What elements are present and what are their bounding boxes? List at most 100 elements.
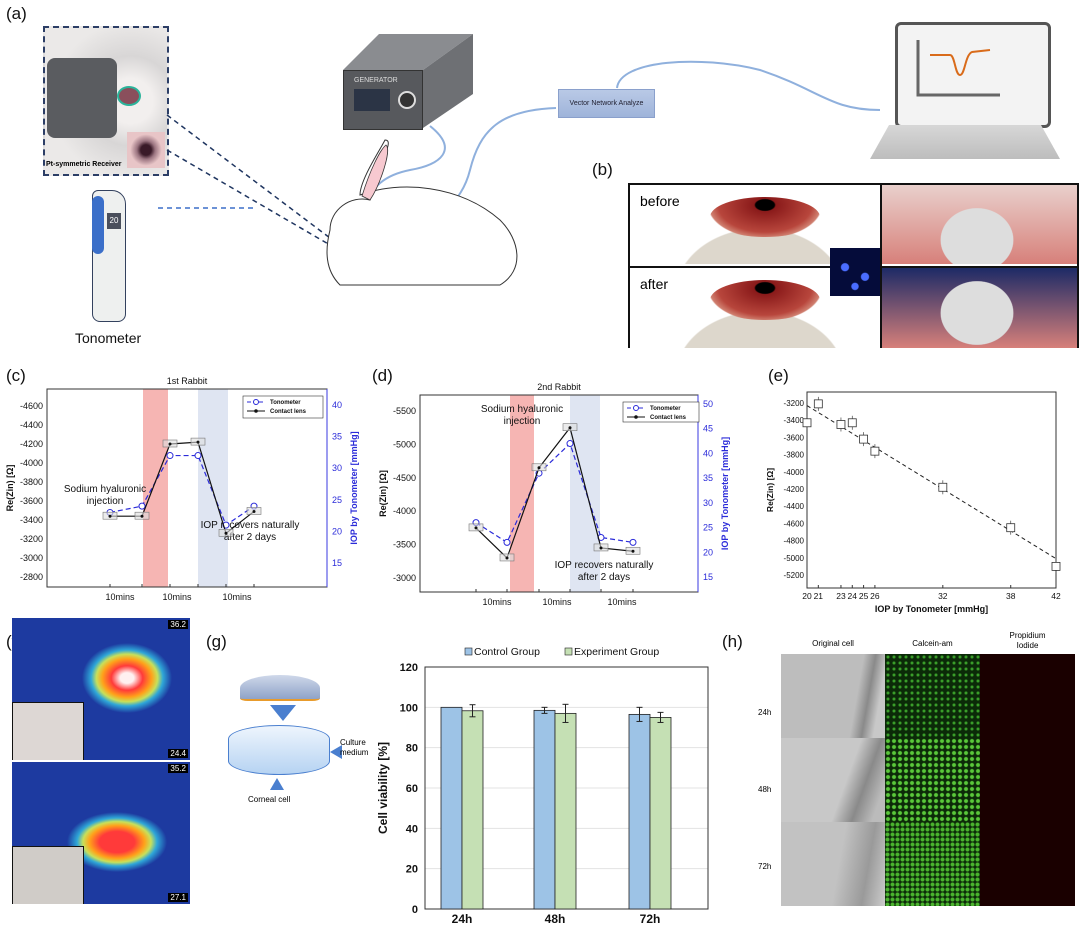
recovery-annotation: after 2 days: [224, 532, 276, 543]
y-tick-label: -3500: [393, 540, 416, 550]
contact-lens-point: [140, 514, 144, 518]
tonometer-point: [250, 502, 258, 510]
x-tick-label: 10mins: [105, 592, 135, 602]
x-tick-label: 38: [1006, 591, 1016, 601]
y2-axis-label: IOP by Tonometer [mmHg]: [720, 437, 730, 550]
recovery-annotation: IOP recovers naturally: [201, 520, 300, 531]
arrow-up-icon: [270, 778, 284, 790]
y2-tick-label: 20: [703, 547, 713, 557]
x-tick-label: 26: [870, 591, 880, 601]
col-header-pi: Propidium Iodide: [1009, 631, 1046, 650]
legend-tonometer-marker: [633, 405, 639, 411]
legend-swatch: [464, 647, 473, 656]
tonometer-point: [166, 452, 174, 460]
contact-lens-series-line: [110, 441, 255, 535]
cable-vna-laptop: [616, 60, 881, 111]
scatter-point: [870, 446, 880, 456]
tonometer-device: 20: [92, 190, 126, 322]
scatter-point: [1006, 523, 1016, 533]
legend-control-label: Control Group: [474, 646, 540, 658]
cross-section-after: [882, 266, 1077, 348]
row-label-24h: 24h: [758, 708, 772, 717]
contact-lens-box: [134, 511, 150, 520]
x-tick-label: 10mins: [222, 592, 252, 602]
corneal-cell-label: Corneal cell: [248, 795, 291, 804]
row-label-48h: 48h: [758, 785, 772, 794]
rabbit-ear: [361, 144, 388, 201]
calcein-24h: [885, 654, 980, 738]
tonometer-grip: [92, 196, 104, 254]
contact-lens-box: [218, 528, 234, 537]
pi-48h: [980, 738, 1075, 822]
scatter-point: [859, 434, 868, 444]
y-tick-label: -2800: [20, 572, 43, 582]
tonometer-point: [503, 538, 511, 546]
x-tick-label: 72h: [640, 912, 661, 926]
arrow-left-icon: [330, 745, 342, 759]
legend-experiment-label: Experiment Group: [574, 646, 659, 658]
culture-dish: [228, 725, 330, 775]
injection-annotation: injection: [504, 416, 541, 427]
y2-tick-label: 15: [332, 558, 342, 568]
y-tick-label: -3000: [20, 553, 43, 563]
receiver-device: [47, 58, 117, 138]
chart-g: 0 20 40 60 80 100 120 Cell viability [%] 24h 48h 7…: [376, 662, 709, 926]
calcein-72h: [885, 822, 980, 906]
recovery-band: [570, 395, 600, 592]
control-bar: [533, 709, 556, 910]
contact-lens-point: [168, 442, 172, 446]
tonometer-point: [597, 533, 605, 541]
contact-lens-point: [599, 546, 603, 550]
brightfield-24h: [781, 654, 885, 738]
tonometer-point: [222, 521, 230, 529]
rabbit-outline: [326, 139, 518, 286]
contact-lens-box: [246, 507, 262, 515]
contact-lens-box: [102, 511, 118, 520]
y-tick-label: -4400: [784, 502, 805, 511]
before-label: before: [640, 193, 680, 209]
y-tick-label: -3400: [784, 416, 805, 425]
y2-tick-label: 40: [703, 448, 713, 458]
tonometer-display: 20: [107, 213, 121, 229]
temp-min-bottom: 27.1: [168, 893, 188, 902]
culture-medium-label: Culture medium: [340, 738, 368, 758]
y2-tick-label: 20: [332, 526, 342, 536]
cable-generator-rabbit: [364, 125, 446, 206]
control-bar: [628, 713, 651, 910]
y-tick-label: -5000: [393, 439, 416, 449]
iris-after-icon: [710, 280, 820, 320]
y-tick-label: -3800: [20, 477, 43, 487]
y-tick-label: -3000: [393, 573, 416, 583]
divider-vertical: [880, 185, 882, 346]
tonometer-series-line: [475, 442, 634, 544]
plot-frame: [46, 388, 328, 588]
legend-tonometer-label: Tonometer: [650, 406, 681, 412]
y-tick-label: 20: [406, 864, 418, 876]
chart-title: 1st Rabbit: [167, 376, 208, 386]
scatter-point: [836, 420, 846, 429]
x-tick-label: 10mins: [162, 592, 192, 602]
y-tick-label: -3200: [20, 534, 43, 544]
y-tick-label: -5000: [784, 554, 805, 563]
x-tick-label: 21: [814, 591, 824, 601]
generator-knob: [398, 91, 416, 109]
y-tick-label: 60: [406, 783, 418, 795]
control-bar: [440, 706, 463, 910]
legend: Tonometer Contact lens: [242, 395, 324, 419]
after-label: after: [640, 276, 669, 292]
y-tick-label: 100: [400, 702, 418, 714]
scatter-point: [1051, 562, 1061, 571]
x-tick-label: 10mins: [482, 597, 512, 607]
panel-label-e: (e): [768, 366, 789, 385]
x-tick-label: 10mins: [542, 597, 572, 607]
rabbit-photo-bottom: [12, 846, 84, 904]
x-tick-label: 24h: [452, 912, 473, 926]
y-tick-label: -4600: [20, 401, 43, 411]
contact-lens-box: [468, 523, 484, 532]
iris-before-icon: [710, 197, 820, 237]
panel-label-h: (h): [722, 632, 743, 651]
contact-lens-point: [196, 440, 200, 444]
x-tick-label: 20: [802, 591, 812, 601]
legend-contact-label: Contact lens: [270, 409, 307, 415]
